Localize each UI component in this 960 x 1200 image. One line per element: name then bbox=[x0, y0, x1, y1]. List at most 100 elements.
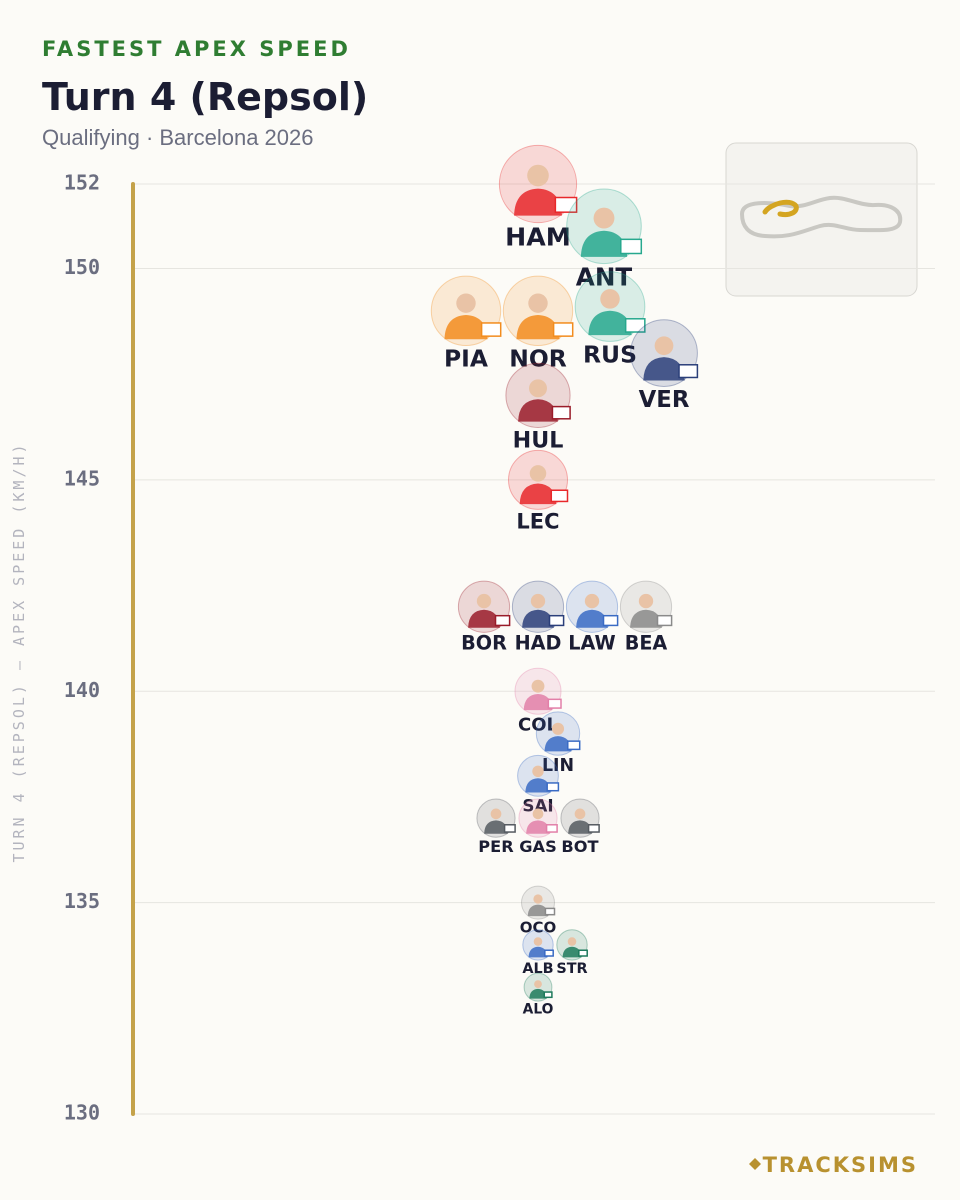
driver-flag bbox=[543, 991, 553, 999]
brand-name: TRACKSIMS bbox=[763, 1153, 918, 1177]
driver-flag bbox=[551, 405, 571, 420]
driver-flag bbox=[545, 824, 558, 833]
driver: SAI bbox=[517, 754, 560, 815]
driver-body bbox=[529, 988, 547, 999]
driver-code: ALO bbox=[523, 1002, 554, 1018]
driver-head bbox=[600, 289, 620, 309]
driver-flag bbox=[567, 740, 581, 751]
brand: TRACKSIMS bbox=[749, 1153, 918, 1177]
driver-flag bbox=[624, 318, 646, 333]
driver: ALO bbox=[523, 972, 554, 1018]
driver-code: SAI bbox=[522, 795, 553, 815]
driver-head bbox=[530, 593, 546, 609]
driver-body bbox=[643, 357, 685, 381]
driver-head bbox=[584, 593, 600, 609]
driver-body bbox=[580, 230, 628, 257]
y-tick-label: 130 bbox=[64, 1101, 100, 1125]
driver-head bbox=[476, 593, 492, 609]
driver-body bbox=[468, 609, 500, 628]
driver-body bbox=[516, 314, 560, 340]
driver-flag bbox=[678, 364, 699, 379]
driver-flag bbox=[602, 614, 619, 627]
driver-flag bbox=[503, 824, 516, 833]
driver-body bbox=[525, 778, 551, 793]
driver-body bbox=[562, 946, 582, 958]
driver-body bbox=[518, 399, 558, 422]
driver-code: HAD bbox=[515, 632, 562, 655]
y-tick-label: 150 bbox=[64, 255, 100, 279]
track-inset bbox=[725, 142, 918, 297]
driver-flag bbox=[554, 196, 578, 213]
driver-body bbox=[514, 188, 562, 216]
driver-head bbox=[527, 164, 549, 187]
driver-head bbox=[654, 336, 674, 356]
driver: LAW bbox=[565, 580, 619, 655]
driver-head bbox=[534, 980, 542, 989]
driver: HUL bbox=[505, 362, 571, 453]
driver-head bbox=[490, 808, 502, 820]
driver-flag bbox=[544, 907, 556, 916]
driver-body bbox=[528, 946, 548, 958]
driver-flag bbox=[544, 949, 554, 957]
driver: GAS bbox=[518, 798, 558, 856]
driver-flag bbox=[547, 698, 562, 709]
driver-code: VER bbox=[639, 387, 690, 413]
driver-head bbox=[533, 894, 543, 904]
driver-code: PIA bbox=[444, 345, 488, 373]
driver-code: BOT bbox=[561, 837, 598, 856]
driver-head bbox=[574, 808, 586, 820]
driver-head bbox=[593, 207, 615, 229]
driver-body bbox=[630, 609, 662, 628]
driver: VER bbox=[630, 319, 699, 413]
driver-code: GAS bbox=[519, 837, 556, 856]
driver-code: LAW bbox=[568, 632, 615, 655]
chart-title: Turn 4 (Repsol) bbox=[42, 75, 368, 119]
driver-code: ALB bbox=[522, 961, 553, 977]
driver-flag bbox=[656, 614, 673, 627]
driver-code: LEC bbox=[516, 509, 559, 533]
driver-code: COL bbox=[518, 714, 558, 735]
driver: LIN bbox=[535, 711, 581, 776]
brand-mark bbox=[749, 1158, 761, 1170]
driver-code: LIN bbox=[542, 756, 574, 776]
driver-flag bbox=[552, 322, 574, 337]
driver-head bbox=[551, 722, 565, 735]
driver-flag bbox=[548, 614, 565, 627]
driver: ALB bbox=[522, 929, 554, 977]
driver-code: STR bbox=[556, 961, 587, 977]
driver: PER bbox=[476, 798, 516, 856]
driver-body bbox=[523, 694, 553, 711]
driver: ANT bbox=[566, 188, 643, 292]
y-tick-label: 140 bbox=[64, 678, 100, 702]
y-tick-label: 152 bbox=[64, 171, 100, 195]
driver-body bbox=[527, 904, 549, 917]
driver-head bbox=[532, 808, 544, 820]
driver: COL bbox=[514, 667, 562, 735]
driver: LEC bbox=[508, 449, 569, 533]
driver-flag bbox=[620, 238, 643, 255]
driver-code: BOR bbox=[461, 632, 507, 655]
driver: BOT bbox=[560, 798, 600, 856]
driver-head bbox=[528, 293, 548, 313]
kicker: FASTEST APEX SPEED bbox=[42, 37, 351, 61]
driver-code: HUL bbox=[513, 427, 564, 453]
driver-body bbox=[588, 310, 632, 336]
driver-body bbox=[526, 820, 550, 834]
driver: BOR bbox=[457, 580, 511, 655]
driver-head bbox=[532, 765, 544, 778]
driver-head bbox=[567, 937, 577, 946]
driver-code: PER bbox=[478, 837, 514, 856]
driver-head bbox=[456, 293, 476, 313]
driver-code: NOR bbox=[509, 345, 566, 373]
driver-code: ANT bbox=[576, 263, 633, 292]
driver: PIA bbox=[430, 275, 502, 373]
y-axis-label: TURN 4 (REPSOL) — APEX SPEED (KM/H) bbox=[10, 441, 28, 862]
driver: HAD bbox=[511, 580, 565, 655]
driver-flag bbox=[587, 824, 600, 833]
y-tick-label: 135 bbox=[64, 889, 100, 913]
driver-body bbox=[519, 483, 557, 505]
driver-body bbox=[444, 314, 488, 340]
driver-body bbox=[484, 820, 508, 834]
